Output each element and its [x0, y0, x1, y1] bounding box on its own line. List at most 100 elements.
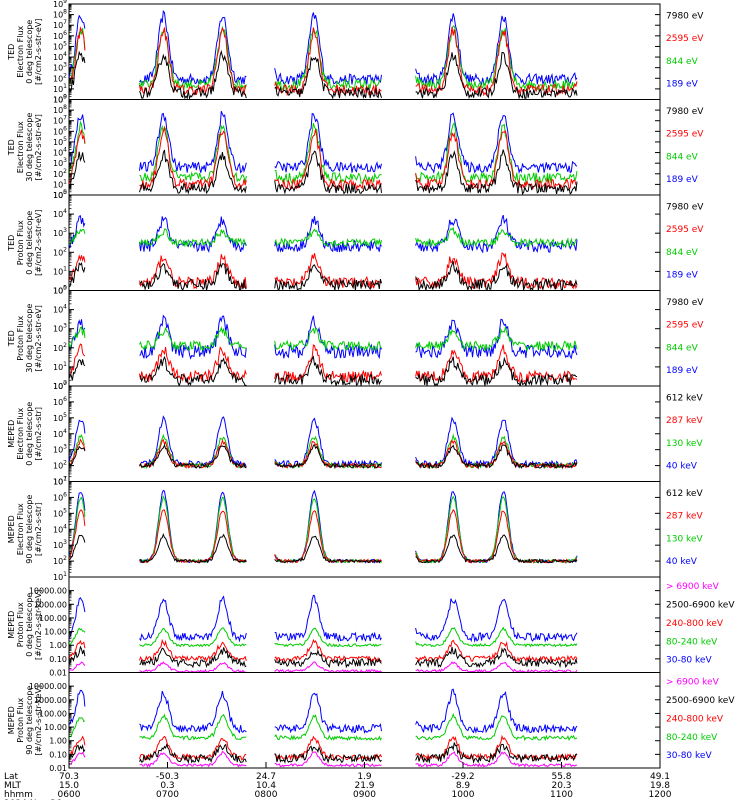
time-value: 0900 [353, 790, 376, 800]
y-tick-label: 105 [53, 189, 67, 200]
panel-frame [68, 3, 661, 100]
y-axis-label: MEPEDElectron Flux90 deg telescope[#/cm2… [7, 495, 43, 564]
panel-2: 100101102103104105106107108109TEDElectro… [7, 94, 704, 201]
y-tick-label: 1.00 [49, 641, 67, 650]
mlt-value: 20.3 [551, 781, 571, 791]
panel-8: 0.01 0.10 1.00 10.00 100.00 1000.00 10000.00ME… [7, 672, 735, 773]
y-tick-label: 102 [53, 555, 67, 566]
y-tick-label: 107 [53, 380, 67, 391]
y-tick-label: 103 [53, 227, 67, 238]
series-group [69, 688, 578, 768]
legend-entry: > 6900 keV [666, 678, 720, 688]
y-tick-label: 104 [53, 147, 67, 158]
lat-value: -50.3 [156, 772, 179, 782]
y-tick-label: 100 [53, 285, 67, 296]
legend-entry: 40 keV [666, 557, 698, 567]
legend-entry: 2595 eV [666, 321, 704, 331]
y-tick-label: 105 [53, 136, 67, 147]
series-group [69, 214, 578, 291]
panel-6: 101 102 103 104 105 106 107 MEPEDElectron Flux9… [7, 476, 703, 583]
y-tick-label: 107 [53, 19, 67, 30]
y-tick-label: 1000.00 [34, 600, 67, 609]
lat-value: 24.7 [256, 772, 276, 782]
lat-value: 70.3 [59, 772, 79, 782]
chart-panels: 100101102103104105106107108109TEDElectro… [7, 0, 735, 773]
panel-3: 100 101 102 103 104 105 TEDProton Flux0 deg te… [7, 189, 704, 296]
y-axis-label: TEDProton Flux0 deg telescope[#/cm2-s-st… [7, 210, 43, 276]
legend-entry: 7980 eV [666, 202, 704, 212]
y-tick-label: 102 [53, 72, 67, 83]
time-value: 0700 [156, 790, 179, 800]
y-tick-label: 10000.00 [29, 682, 67, 691]
mlt-value: 19.8 [650, 781, 670, 791]
series-line-844-ev [69, 226, 578, 249]
series-line-80-240-kev [69, 712, 578, 742]
series-group [69, 594, 578, 673]
series-group [69, 314, 578, 386]
legend-entry: 2595 eV [666, 225, 704, 235]
time-value: 0800 [255, 790, 278, 800]
y-tick-label: 104 [53, 208, 67, 219]
series-line-189-ev [69, 314, 578, 360]
series-line-40-kev [69, 415, 578, 469]
y-tick-label: 10000.00 [29, 587, 67, 596]
legend-entry: 2500-6900 keV [666, 601, 735, 611]
y-tick-label: 100 [53, 189, 67, 200]
legend-entry: 7980 eV [666, 298, 704, 308]
y-tick-label: 10.00 [44, 723, 67, 732]
legend-entry: 130 keV [666, 534, 703, 544]
legend-entry: 189 eV [666, 175, 699, 185]
mlt-row-label: MLT [4, 781, 22, 791]
series-line-844-ev [69, 325, 578, 353]
time-value: 1200 [649, 790, 672, 800]
series-line-2500-6900-kev [69, 645, 578, 669]
panel-frame [68, 672, 661, 769]
series-line--6900-kev [69, 661, 578, 673]
y-axis-label: TEDProton Flux30 deg telescope[#/cm2-s-s… [7, 304, 43, 373]
y-axis-label: TEDElectron Flux0 deg telescope[#/cm2-s-… [7, 19, 43, 85]
y-tick-label: 103 [53, 539, 67, 550]
legend-entry: 2500-6900 keV [666, 696, 735, 706]
mlt-value: 15.0 [59, 781, 79, 791]
y-tick-label: 109 [53, 0, 67, 9]
y-tick-label: 100 [53, 94, 67, 105]
y-tick-label: 100 [53, 380, 67, 391]
legend-entry: 287 keV [666, 416, 703, 426]
series-group [69, 415, 578, 470]
y-tick-label: 106 [53, 491, 67, 502]
y-tick-label: 109 [53, 94, 67, 105]
series-line-80-240-kev [69, 626, 578, 648]
legend-entry: 80-240 keV [666, 637, 718, 647]
y-tick-label: 106 [53, 396, 67, 407]
y-tick-label: 0.10 [49, 655, 67, 664]
y-tick-label: 101 [53, 361, 67, 372]
legend-entry: 189 eV [666, 366, 699, 376]
panel-4: 100 101 102 103 104 105 TEDProton Flux30 deg t… [7, 285, 704, 392]
y-axis-label: MEPEDProton Flux90 deg telescope[#/cm2-s… [7, 685, 43, 756]
y-tick-label: 1.00 [49, 737, 67, 746]
legend-entry: 30-80 keV [666, 751, 712, 761]
series-line-2595-ev [69, 252, 578, 291]
series-line-287-kev [69, 438, 578, 470]
series-line-287-kev [69, 509, 578, 564]
y-tick-label: 105 [53, 285, 67, 296]
y-tick-label: 104 [53, 523, 67, 534]
series-line-844-ev [69, 25, 578, 92]
y-tick-label: 103 [53, 444, 67, 455]
y-axis-label: MEPEDElectron Flux0 deg telescope[#/cm2-… [7, 402, 43, 466]
series-group [69, 9, 578, 100]
y-tick-label: 0.01 [49, 669, 67, 678]
mlt-value: 21.9 [354, 781, 374, 791]
legend-entry: 612 keV [666, 393, 703, 403]
series-line-612-kev [69, 533, 578, 564]
legend-entry: 844 eV [666, 248, 699, 258]
y-tick-label: 100.00 [39, 709, 67, 718]
y-tick-label: 107 [53, 115, 67, 126]
y-tick-label: 0.01 [49, 764, 67, 773]
y-tick-label: 107 [53, 476, 67, 487]
legend-entry: 2595 eV [666, 130, 704, 140]
y-tick-label: 1000.00 [34, 696, 67, 705]
y-tick-label: 102 [53, 168, 67, 179]
y-tick-label: 101 [53, 571, 67, 582]
